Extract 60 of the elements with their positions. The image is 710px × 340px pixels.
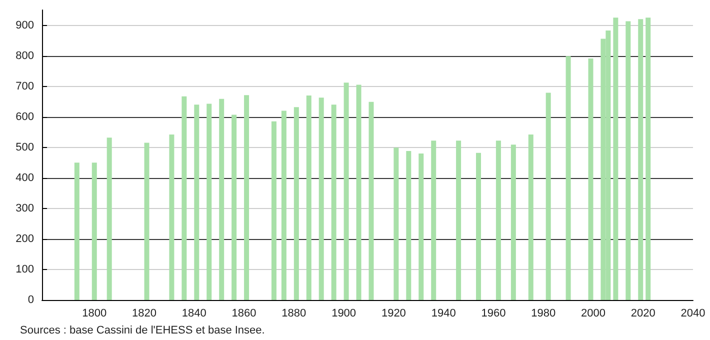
- y-tick-label: 700: [16, 80, 34, 92]
- bar: [281, 110, 286, 300]
- bar: [244, 95, 250, 300]
- bar: [646, 18, 651, 300]
- bar: [528, 134, 534, 300]
- x-tick-label: 1940: [431, 308, 456, 320]
- x-tick-label: 2000: [580, 308, 606, 320]
- bar: [456, 140, 462, 300]
- bar: [182, 96, 187, 300]
- y-tick-label: 200: [16, 232, 34, 245]
- bar: [344, 82, 349, 300]
- bar: [144, 142, 150, 300]
- x-tick-label: 1860: [232, 308, 256, 320]
- x-tick-label: 1800: [82, 308, 107, 320]
- bar: [106, 138, 112, 300]
- x-tick-label: 1840: [182, 308, 206, 320]
- bar: [92, 162, 97, 300]
- bar: [206, 104, 212, 300]
- bar: [169, 134, 174, 300]
- x-tick-label: 2020: [630, 308, 656, 320]
- y-tick-label: 100: [16, 263, 34, 276]
- x-tick-label: 1880: [282, 308, 306, 320]
- bar: [476, 152, 481, 300]
- bar: [306, 95, 312, 300]
- bar: [394, 148, 399, 300]
- x-tick-label: 1980: [531, 308, 556, 320]
- bar: [546, 92, 551, 300]
- bar: [271, 121, 276, 300]
- bar: [566, 56, 571, 300]
- bar: [406, 151, 412, 300]
- bar: [588, 58, 594, 300]
- y-tick-label: 0: [28, 294, 34, 306]
- y-tick-label: 600: [16, 110, 34, 123]
- y-tick-label: 800: [16, 50, 34, 62]
- bar: [194, 104, 200, 300]
- x-tick-label: 2040: [680, 308, 706, 320]
- bar: [219, 98, 224, 300]
- x-tick-label: 1920: [381, 308, 406, 320]
- y-tick-label: 400: [16, 172, 34, 184]
- bar: [431, 140, 436, 300]
- x-tick-label: 1900: [332, 308, 356, 320]
- x-tick-label: 1960: [481, 308, 506, 320]
- bar: [318, 98, 324, 300]
- bar: [613, 18, 618, 300]
- bar: [626, 21, 631, 300]
- bar: [74, 162, 80, 300]
- bar: [418, 153, 424, 300]
- bar: [294, 107, 299, 300]
- bar: [510, 144, 516, 300]
- y-tick-label: 300: [16, 202, 34, 214]
- bar: [638, 19, 644, 300]
- bar: [496, 140, 501, 300]
- bar: [368, 102, 374, 300]
- y-tick-label: 500: [16, 141, 34, 154]
- x-tick-label: 1820: [132, 308, 157, 320]
- bar: [331, 104, 336, 300]
- bar: [232, 114, 237, 300]
- bar: [356, 84, 362, 300]
- source-note: Sources : base Cassini de l'EHESS et base Insee.: [20, 324, 265, 336]
- y-tick-label: 900: [16, 19, 34, 32]
